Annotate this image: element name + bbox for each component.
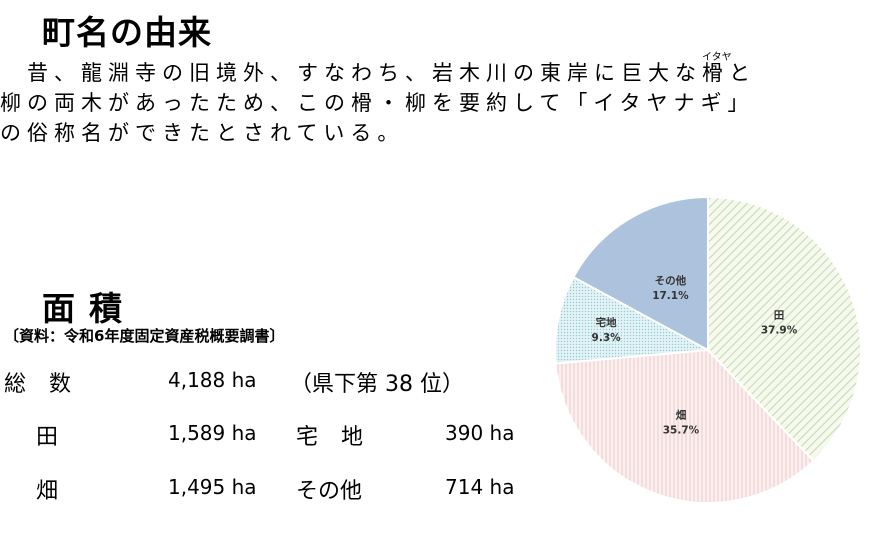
origin-line-3: の俗称名ができたとされている。 — [0, 121, 405, 145]
land-use-pie-chart: 田 37.9% 畑 35.7% 宅地 9.3% その他 17.1% — [554, 195, 862, 504]
upland-field-label: 畑 — [36, 479, 59, 504]
slice-upland-field — [554, 348, 815, 504]
slice-rice-field — [707, 195, 862, 463]
label-rice-field-percent: 37.9% — [761, 325, 798, 337]
residential-label: 宅 地 — [296, 425, 371, 450]
ruby-reading: イタヤ — [702, 52, 732, 63]
other-value: 714 ha — [445, 475, 515, 499]
label-residential: 宅地 — [596, 316, 617, 329]
origin-line-1-tail: と — [729, 61, 756, 85]
origin-title: 町名の由来 — [42, 13, 212, 52]
total-label: 総 数 — [4, 372, 79, 397]
other-label: その他 — [296, 479, 363, 504]
origin-line-1-text: 昔、龍淵寺の旧境外、すなわち、岩木川の東岸に巨大な — [0, 61, 702, 85]
origin-paragraph: 昔、龍淵寺の旧境外、すなわち、岩木川の東岸に巨大な イタヤ 榾と 柳の両木があったた… — [0, 52, 870, 148]
upland-field-value: 1,495 ha — [168, 475, 257, 499]
label-other-percent: 17.1% — [652, 290, 689, 302]
ruby-word: イタヤ榾 — [702, 52, 732, 88]
label-rice-field: 田 — [774, 310, 785, 322]
label-upland-field: 畑 — [676, 409, 687, 422]
rice-field-label: 田 — [36, 425, 59, 450]
label-residential-percent: 9.3% — [592, 332, 622, 344]
label-upland-field-percent: 35.7% — [663, 425, 700, 437]
area-source: 〔資料：令和6年度固定資産税概要調書〕 — [4, 327, 285, 345]
area-title: 面積 — [42, 289, 136, 328]
label-other: その他 — [655, 274, 687, 287]
total-value: 4,188 ha — [168, 368, 257, 392]
ruby-base: 榾 — [702, 61, 729, 85]
origin-line-1: 昔、龍淵寺の旧境外、すなわち、岩木川の東岸に巨大な イタヤ 榾と — [0, 52, 870, 88]
slice-residential — [554, 275, 712, 365]
origin-line-2: 柳の両木があったため、この榾・柳を要約して「イタヤナギ」 — [0, 91, 755, 115]
total-rank: （県下第 38 位） — [290, 372, 464, 397]
rice-field-value: 1,589 ha — [168, 421, 257, 445]
residential-value: 390 ha — [445, 421, 515, 445]
slice-other — [572, 195, 709, 352]
